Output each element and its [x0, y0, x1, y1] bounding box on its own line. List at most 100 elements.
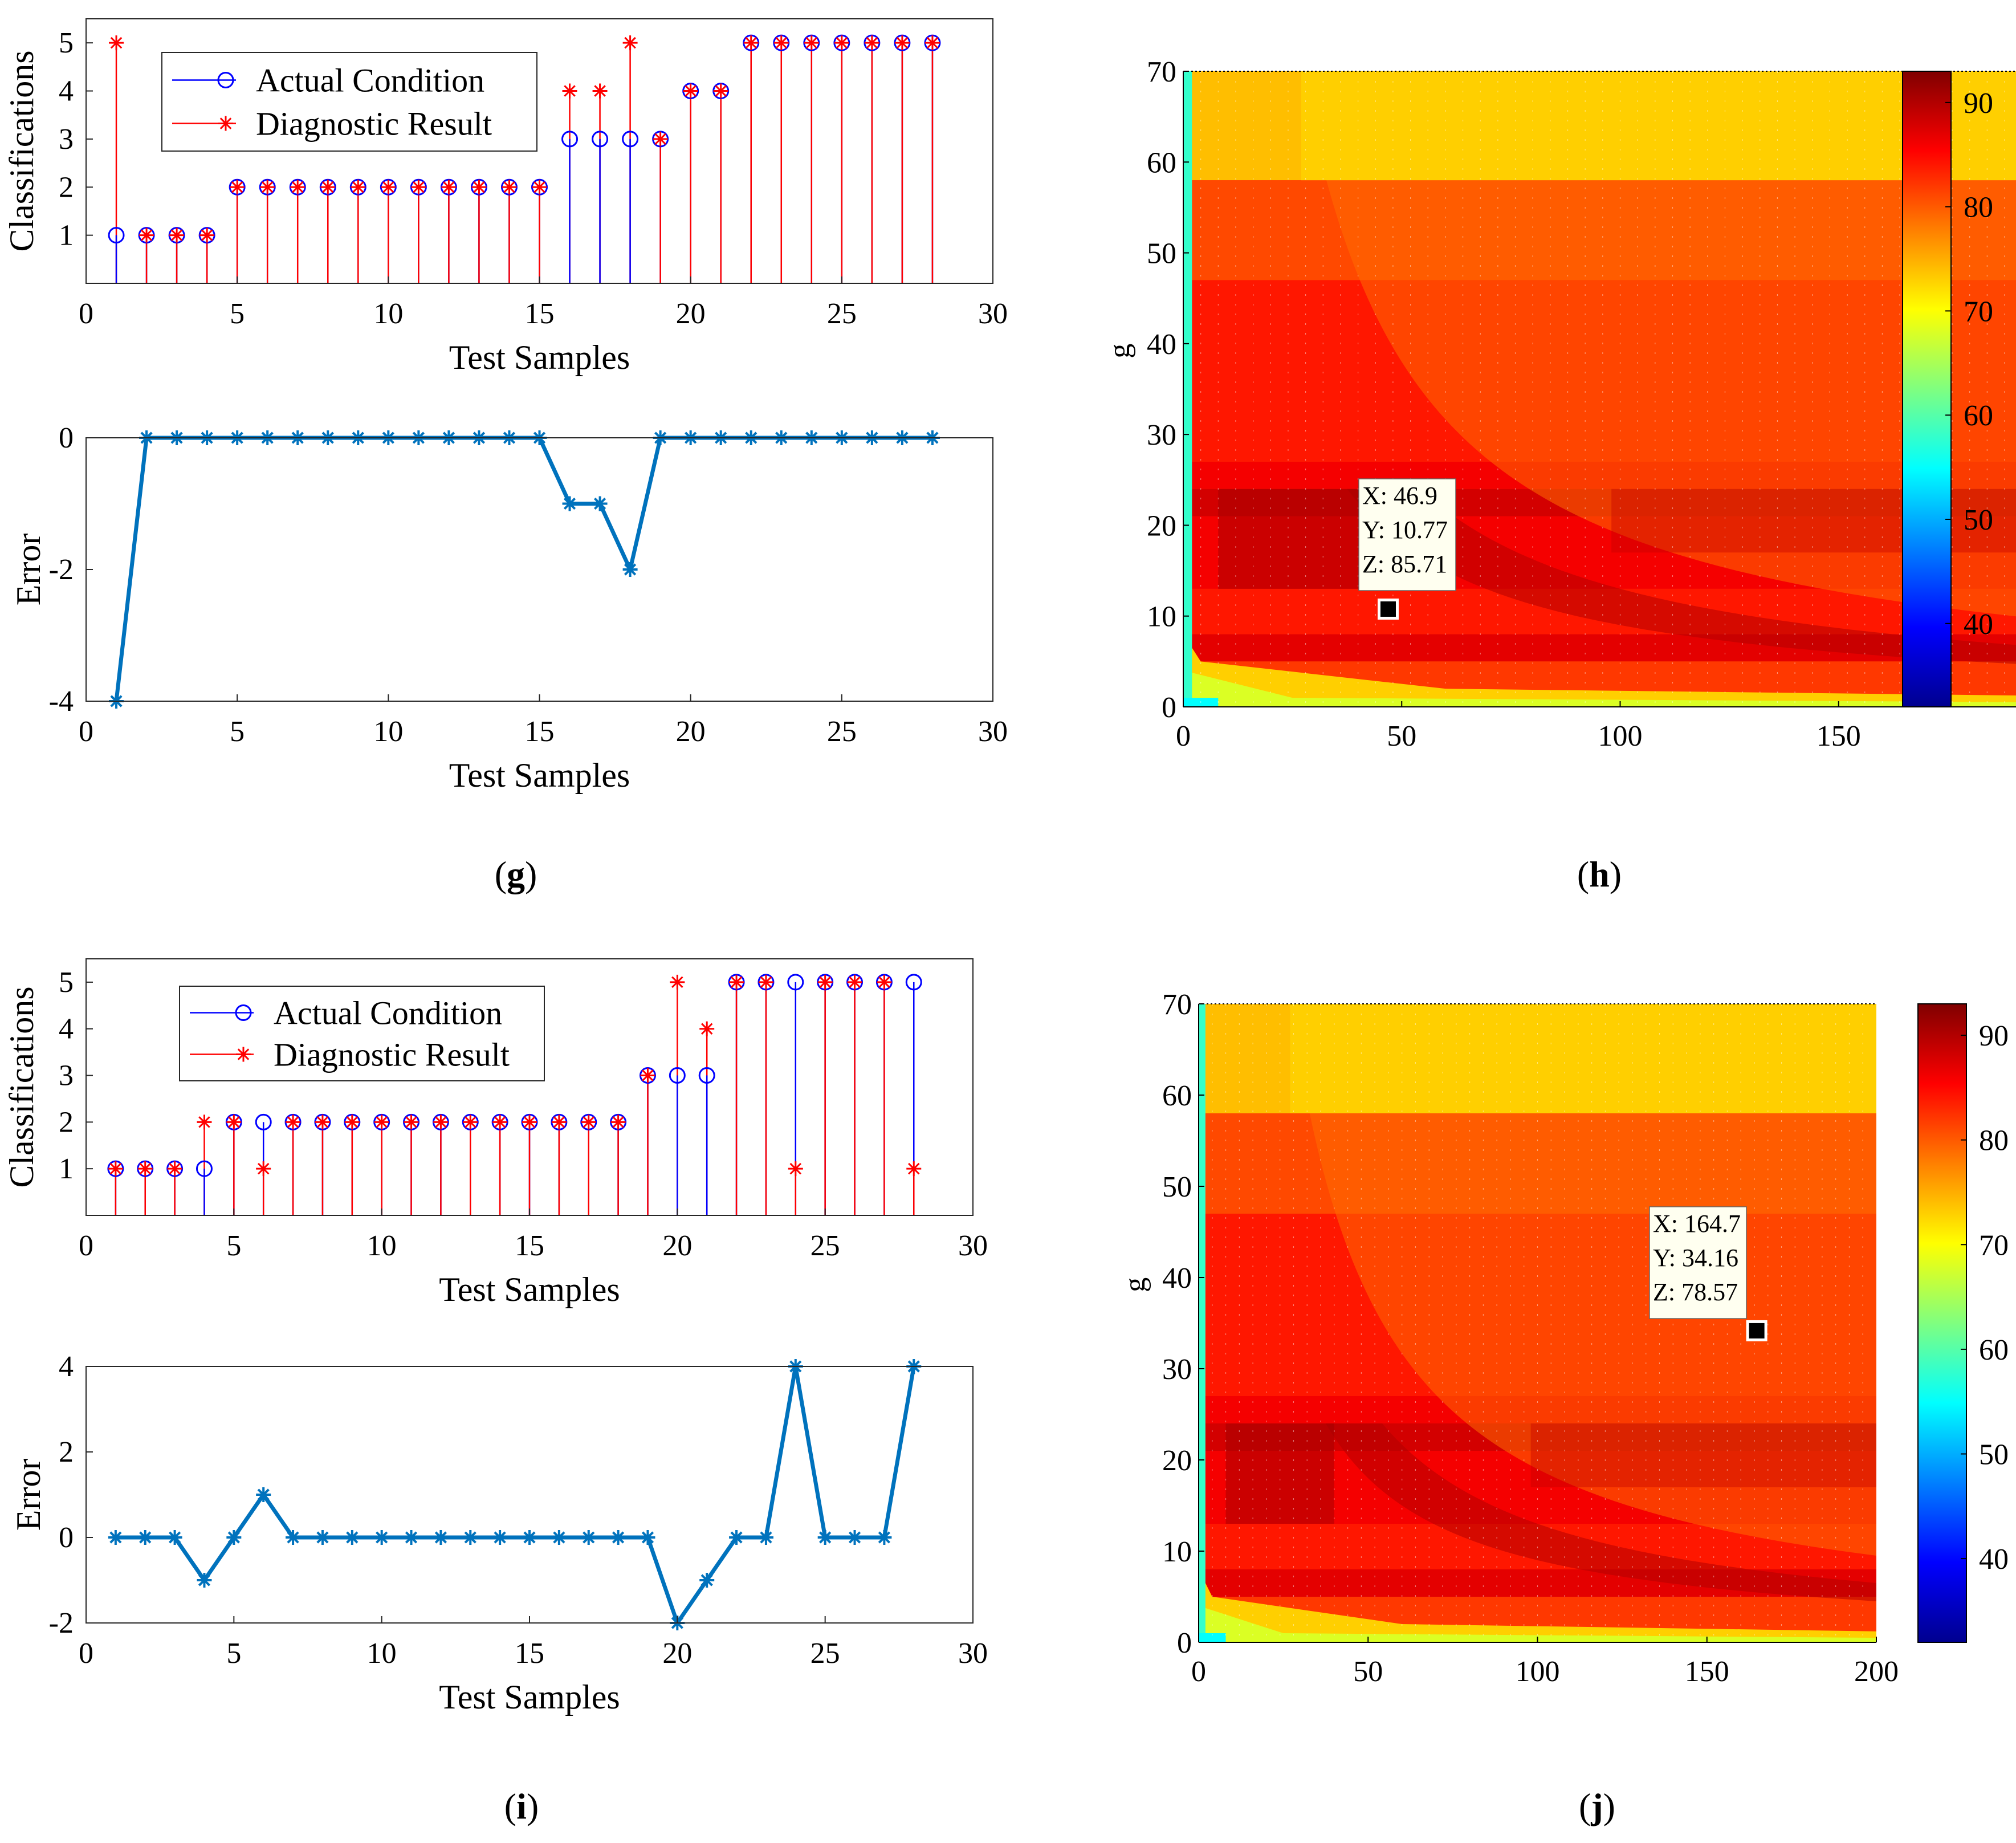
error-marker	[622, 562, 638, 577]
diagnostic-marker	[924, 35, 940, 51]
legend-marker-actual	[217, 71, 234, 88]
diagnostic-marker	[344, 1114, 360, 1130]
x-tick-label: 0	[79, 715, 93, 748]
colorbar-tick-label: 60	[1964, 400, 1993, 432]
x-axis-label: Test Samples	[439, 1678, 620, 1716]
panel-label-j: (j)	[1579, 1786, 1615, 1826]
diagnostic-marker	[877, 974, 892, 990]
datatip-line: Z: 78.57	[1653, 1278, 1738, 1306]
diagnostic-marker	[773, 35, 789, 51]
x-tick-label: 20	[676, 298, 706, 330]
error-marker	[640, 1530, 655, 1545]
x-tick-label: 0	[1191, 1655, 1206, 1688]
x-tick-label: 20	[662, 1230, 692, 1262]
y-tick-label: 3	[59, 123, 74, 156]
diagnostic-marker	[167, 1161, 182, 1177]
legend-entry: Actual Condition	[256, 62, 484, 99]
legend-entry: Diagnostic Result	[274, 1036, 510, 1073]
heatmap-region	[1199, 1633, 1226, 1642]
x-tick-label: 0	[79, 298, 93, 330]
y-tick-label: 60	[1147, 147, 1176, 179]
legend-marker-actual	[235, 1004, 252, 1021]
x-tick-label: 150	[1817, 720, 1861, 752]
y-tick-label: 3	[59, 1060, 74, 1092]
heatmap-region	[1290, 1004, 1876, 1113]
diagnostic-marker	[640, 1068, 655, 1083]
legend-box	[179, 986, 545, 1081]
heatmap-region	[1199, 1004, 1205, 1642]
error-line	[114, 436, 932, 702]
error-marker	[758, 1530, 773, 1545]
x-tick-label: 10	[367, 1230, 397, 1262]
colorbar-gradient	[1902, 71, 1952, 707]
diagnostic-marker	[109, 35, 124, 51]
colorbar-gradient	[1917, 1003, 1967, 1643]
x-axis-label: Test Samples	[449, 339, 630, 376]
diagnostic-marker	[758, 974, 773, 990]
diagnostic-marker	[197, 1114, 212, 1130]
y-axis-label: Classifications	[3, 50, 40, 251]
error-marker	[197, 1573, 212, 1588]
x-tick-label: 30	[958, 1230, 988, 1262]
diagnostic-marker	[532, 180, 547, 195]
y-tick-label: 20	[1162, 1445, 1192, 1477]
diagnostic-marker	[894, 35, 910, 51]
legend: Actual Condition Diagnostic Result	[179, 986, 545, 1081]
diagnostic-marker	[610, 1114, 626, 1130]
error-marker	[433, 1530, 449, 1545]
y-tick-label: 0	[1177, 1627, 1192, 1659]
y-tick-label: 1	[59, 1153, 74, 1185]
actual-marker	[905, 974, 922, 991]
actual-marker	[196, 1160, 213, 1177]
y-tick-label: 50	[1147, 238, 1176, 270]
x-tick-label: 15	[525, 298, 555, 330]
y-axis-label: g	[1103, 344, 1136, 359]
heatmap-region	[1199, 1606, 1876, 1642]
x-tick-label: 15	[515, 1637, 544, 1670]
datatip-box	[1358, 478, 1456, 591]
diagnostic-marker	[683, 83, 698, 99]
diagnostic-marker	[320, 180, 336, 195]
error-marker	[137, 1530, 153, 1545]
axes-frame	[85, 437, 993, 702]
colorbar-tick-label: 70	[1964, 295, 1993, 328]
x-tick-label: 10	[373, 715, 403, 748]
x-tick-label: 100	[1598, 720, 1643, 752]
y-tick-label: 0	[1162, 691, 1176, 724]
x-tick-label: 5	[226, 1637, 241, 1670]
legend-entry: Actual Condition	[274, 994, 502, 1031]
diagnostic-marker	[230, 180, 245, 195]
actual-marker	[592, 131, 609, 148]
y-tick-label: 4	[59, 1350, 74, 1383]
heatmap-region	[1183, 698, 1219, 707]
datatip-line: X: 164.7	[1653, 1210, 1741, 1238]
datatip-line: Y: 10.77	[1362, 516, 1448, 544]
diagnostic-marker	[551, 1114, 567, 1130]
y-tick-label: 40	[1147, 328, 1176, 361]
error-marker	[256, 1487, 271, 1502]
actual-marker	[108, 227, 125, 244]
error-marker	[315, 1530, 330, 1545]
x-tick-label: 0	[79, 1230, 93, 1262]
y-tick-label: 40	[1162, 1262, 1192, 1295]
actual-marker	[561, 131, 579, 148]
diagnostic-marker	[441, 180, 457, 195]
diagnostic-marker	[699, 1021, 715, 1036]
x-tick-label: 20	[662, 1637, 692, 1670]
error-marker	[374, 1530, 389, 1545]
y-tick-label: 30	[1162, 1353, 1192, 1386]
y-tick-label: -4	[49, 685, 74, 718]
error-marker	[344, 1530, 360, 1545]
heatmap-region	[1183, 634, 2016, 707]
heatmap-field	[1199, 1004, 1876, 1642]
diagnostic-marker	[864, 35, 879, 51]
legend-marker-diagnostic	[218, 116, 233, 131]
y-tick-label: 30	[1147, 419, 1176, 451]
error-marker	[699, 1573, 715, 1588]
y-tick-label: 2	[59, 171, 74, 204]
x-tick-label: 25	[827, 715, 857, 748]
panel-label-h: (h)	[1577, 854, 1622, 894]
y-axis-label: g	[1119, 1278, 1151, 1292]
x-tick-label: 5	[230, 715, 245, 748]
